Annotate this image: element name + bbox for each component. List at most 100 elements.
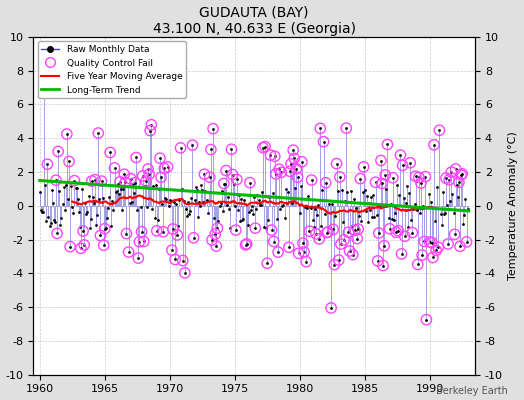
Point	[411, 173, 420, 180]
Point	[298, 159, 306, 165]
Point	[403, 183, 411, 190]
Point	[188, 142, 196, 148]
Point	[298, 159, 306, 165]
Point	[238, 216, 246, 223]
Point	[269, 238, 278, 245]
Point	[291, 185, 300, 192]
Point	[108, 198, 116, 204]
Point	[168, 247, 176, 253]
Point	[181, 270, 189, 276]
Point	[251, 225, 259, 231]
Point	[211, 231, 220, 237]
Point	[294, 250, 303, 256]
Point	[279, 201, 288, 208]
Point	[375, 230, 383, 236]
Point	[171, 256, 179, 263]
Point	[356, 176, 365, 182]
Point	[198, 187, 206, 194]
Point	[338, 186, 346, 193]
Point	[438, 222, 446, 228]
Point	[137, 228, 146, 235]
Point	[260, 223, 268, 230]
Point	[54, 148, 62, 155]
Point	[152, 228, 161, 234]
Point	[263, 260, 271, 266]
Point	[442, 175, 450, 181]
Point	[157, 174, 165, 180]
Point	[63, 131, 71, 137]
Point	[257, 202, 265, 208]
Point	[122, 230, 130, 237]
Point	[141, 178, 150, 184]
Point	[264, 217, 272, 223]
Point	[261, 144, 269, 150]
Point	[192, 184, 200, 190]
Point	[408, 229, 417, 236]
Point	[280, 215, 289, 221]
Point	[162, 196, 171, 202]
Point	[330, 262, 339, 268]
Point	[140, 183, 149, 190]
Point	[84, 193, 93, 199]
Point	[461, 196, 470, 202]
Point	[406, 160, 414, 166]
Point	[422, 316, 431, 323]
Point	[159, 228, 168, 235]
Point	[46, 223, 54, 229]
Point	[124, 249, 133, 255]
Point	[254, 196, 263, 203]
Point	[337, 241, 345, 247]
Point	[262, 224, 270, 231]
Point	[239, 215, 247, 222]
Point	[172, 201, 180, 207]
Point	[223, 202, 231, 208]
Point	[128, 198, 136, 205]
Point	[53, 230, 61, 237]
Point	[430, 142, 438, 148]
Point	[422, 316, 431, 323]
Point	[65, 158, 73, 165]
Point	[435, 127, 444, 134]
Point	[101, 226, 109, 232]
Point	[263, 260, 271, 266]
Point	[74, 209, 83, 216]
Point	[453, 182, 461, 188]
Point	[120, 171, 128, 178]
Point	[64, 196, 72, 202]
Point	[157, 174, 165, 180]
Point	[395, 192, 403, 198]
Point	[212, 243, 221, 249]
Point	[359, 164, 368, 170]
Point	[454, 194, 462, 200]
Point	[310, 224, 318, 230]
Point	[124, 249, 133, 255]
Point	[390, 216, 398, 223]
Point	[151, 182, 160, 188]
Point	[458, 170, 466, 177]
Point	[419, 203, 428, 209]
Point	[244, 222, 252, 228]
Point	[147, 122, 156, 128]
Point	[190, 196, 199, 203]
Point	[335, 174, 344, 180]
Point	[455, 179, 463, 186]
Point	[460, 212, 468, 219]
Point	[424, 191, 433, 198]
Point	[413, 261, 422, 268]
Point	[139, 238, 148, 245]
Point	[271, 171, 280, 177]
Point	[209, 126, 217, 132]
Point	[271, 171, 280, 177]
Point	[428, 240, 436, 246]
Point	[365, 200, 373, 207]
Point	[88, 178, 96, 184]
Point	[209, 126, 217, 132]
Point	[404, 224, 412, 230]
Point	[436, 211, 445, 217]
Point	[161, 194, 170, 201]
Point	[195, 199, 203, 205]
Point	[348, 251, 357, 258]
Point	[97, 178, 106, 184]
Point	[106, 149, 114, 156]
Point	[241, 196, 249, 203]
